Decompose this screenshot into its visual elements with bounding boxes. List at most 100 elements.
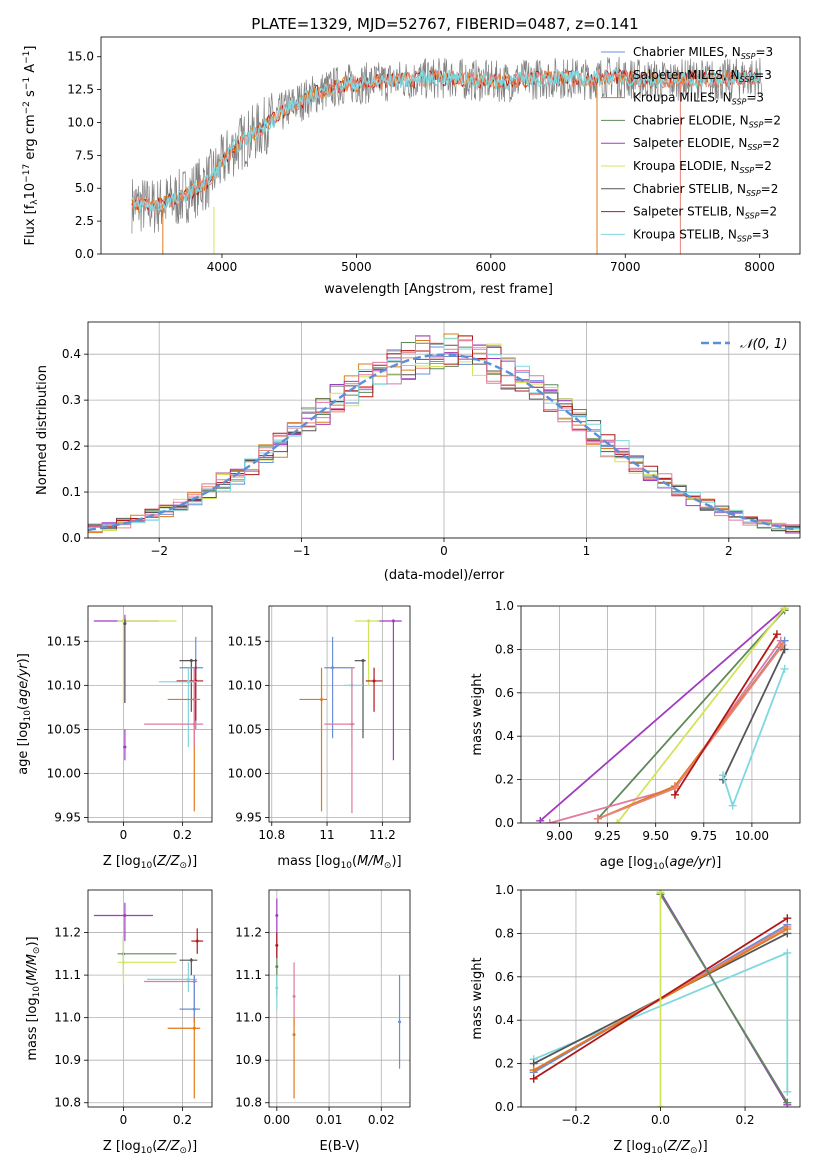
data-point — [121, 619, 125, 623]
x-axis-label: Z [log10(Z/Z⊙)] — [103, 1139, 197, 1156]
data-point — [123, 622, 127, 626]
mass_weight_vs_age-panel: 9.00 9.25 9.50 9.75 10.00 0.0 0.2 0.4 0.6 0.8 1.0 m… — [470, 599, 801, 872]
mass_vs_ebv-panel: 0.00 0.01 0.02 10.8 10.9 11.0 11.1 11.2 E(B-V) — [235, 889, 411, 1154]
axis-label-part: age/yr — [669, 855, 712, 870]
series-marker — [783, 914, 792, 923]
y-axis-label-part: A — [23, 64, 38, 77]
plot-area — [269, 606, 410, 822]
y-tick-label: 10.9 — [54, 1053, 81, 1067]
x-tick-label: 0.0 — [651, 1113, 670, 1127]
data-point — [189, 659, 193, 663]
axis-label-part: 10 — [23, 710, 33, 722]
y-tick-label: 0.8 — [495, 642, 514, 656]
legend-label-tail: =2 — [761, 182, 779, 196]
data-point — [275, 986, 279, 990]
y-axis-label-part: λ — [30, 199, 40, 205]
axis-label-part: age [log — [16, 722, 31, 775]
y-axis-label-part: −17 — [22, 164, 32, 183]
x-tick-label: 6000 — [476, 260, 507, 274]
legend-label-sub: SSP — [741, 52, 756, 61]
axis-label-part: )] — [25, 936, 40, 946]
x-tick-label: 0.2 — [173, 1113, 192, 1127]
x-axis-label-part: )] — [698, 1139, 708, 1154]
axis-label-part: mass [log — [25, 997, 40, 1060]
y-axis-label-part: −1 — [22, 77, 32, 90]
y-tick-label: 10.0 — [67, 115, 94, 129]
y-tick-label: 11.0 — [235, 1011, 262, 1025]
axes-frame — [87, 321, 801, 539]
x-tick-label: 0.2 — [173, 828, 192, 842]
series-marker — [783, 1098, 792, 1107]
y-tick-label: 0.2 — [62, 439, 81, 453]
y-tick-label: 1.0 — [495, 883, 514, 897]
legend-label-sub: SSP — [745, 212, 760, 221]
y-tick-label: 0.6 — [495, 970, 514, 984]
x-tick-label: −2 — [150, 544, 168, 558]
y-tick-label: 1.0 — [495, 599, 514, 613]
y-axis-label-part: s — [23, 90, 38, 101]
legend-label-main: Salpeter STELIB, N — [633, 205, 745, 219]
data-point — [292, 994, 296, 998]
series-marker — [536, 816, 545, 823]
series-marker — [780, 606, 789, 613]
series-marker — [772, 630, 781, 639]
axis-label-part: ( — [664, 855, 669, 870]
series-line — [674, 633, 778, 796]
mass_weight_vs_Z-panel: −0.2 0.0 0.2 0.0 0.2 0.4 0.6 0.8 1.0 mass weight Z… — [470, 883, 801, 1156]
x-axis-label-part: Z/Z — [667, 1139, 691, 1154]
axes-frame — [100, 36, 801, 255]
axis-label-part: ( — [25, 981, 40, 986]
legend-label-sub: SSP — [747, 143, 762, 152]
residuals-panel: −2 −1 0 1 2 0.0 0.1 0.2 0.3 0.4 𝒩(0, 1) (data-model… — [35, 321, 801, 583]
data-point — [192, 722, 196, 726]
series-marker — [783, 948, 792, 957]
series-marker — [783, 925, 792, 934]
axes-frame — [87, 889, 213, 1108]
series-marker — [728, 801, 737, 810]
x-axis-label-part: Z/Z — [156, 854, 180, 869]
x-axis-label-part: ( — [663, 1139, 668, 1154]
legend-label-main: Chabrier STELIB, N — [633, 182, 746, 196]
y-axis-label-part: Flux [f — [23, 204, 38, 245]
y-axis-label-part: ] — [23, 46, 38, 51]
y-tick-label: 7.5 — [75, 148, 94, 162]
data-point — [367, 619, 371, 623]
data-point — [189, 958, 193, 962]
y-tick-label: 10.05 — [47, 722, 81, 736]
y-axis-label: mass weight — [470, 673, 485, 755]
mass_vs_Z-panel: 0 0.210.810.911.011.111.2Z [log10(Z/Z⊙)]m… — [25, 889, 213, 1156]
spectrum-panel: 4000 5000 6000 7000 8000 0.0 2.5 5.0 7.5 10.0 12.5… — [22, 36, 801, 297]
y-tick-label: 10.10 — [228, 678, 262, 692]
axis-label-part: ( — [16, 705, 31, 710]
y-tick-label: 0.4 — [62, 347, 81, 361]
data-point — [123, 914, 127, 918]
figure-title: PLATE=1329, MJD=52767, FIBERID=0487, z=0… — [251, 15, 638, 33]
axis-label-part: )] — [16, 653, 31, 663]
y-tick-label: 10.10 — [47, 678, 81, 692]
y-tick-label: 0.3 — [62, 393, 81, 407]
legend-label-sub: SSP — [740, 166, 755, 175]
y-tick-label: 11.2 — [54, 926, 81, 940]
legend-label-main: Kroupa ELODIE, N — [633, 159, 740, 173]
x-tick-label: 0 — [120, 1113, 128, 1127]
x-tick-label: 11 — [319, 828, 334, 842]
y-tick-label: 10.15 — [47, 634, 81, 648]
axis-label-part: ⊙ — [384, 861, 392, 871]
axis-label-part: 10 — [341, 861, 353, 871]
x-axis-label: Z [log10(Z/Z⊙)] — [103, 854, 197, 871]
data-point — [372, 679, 376, 683]
y-tick-label: 0.0 — [495, 816, 514, 830]
legend-label-tail: =3 — [746, 91, 764, 105]
y-tick-label: 11.0 — [54, 1011, 81, 1025]
data-point — [398, 1020, 402, 1024]
y-axis-label: mass weight — [470, 957, 485, 1039]
legend-label-main: Salpeter ELODIE, N — [633, 136, 747, 150]
histogram-series — [88, 338, 800, 530]
legend-label-tail: =2 — [754, 159, 772, 173]
x-tick-label: 0.02 — [368, 1113, 395, 1127]
x-axis-label-part: ⊙ — [179, 861, 187, 871]
y-tick-label: 0.0 — [62, 531, 81, 545]
